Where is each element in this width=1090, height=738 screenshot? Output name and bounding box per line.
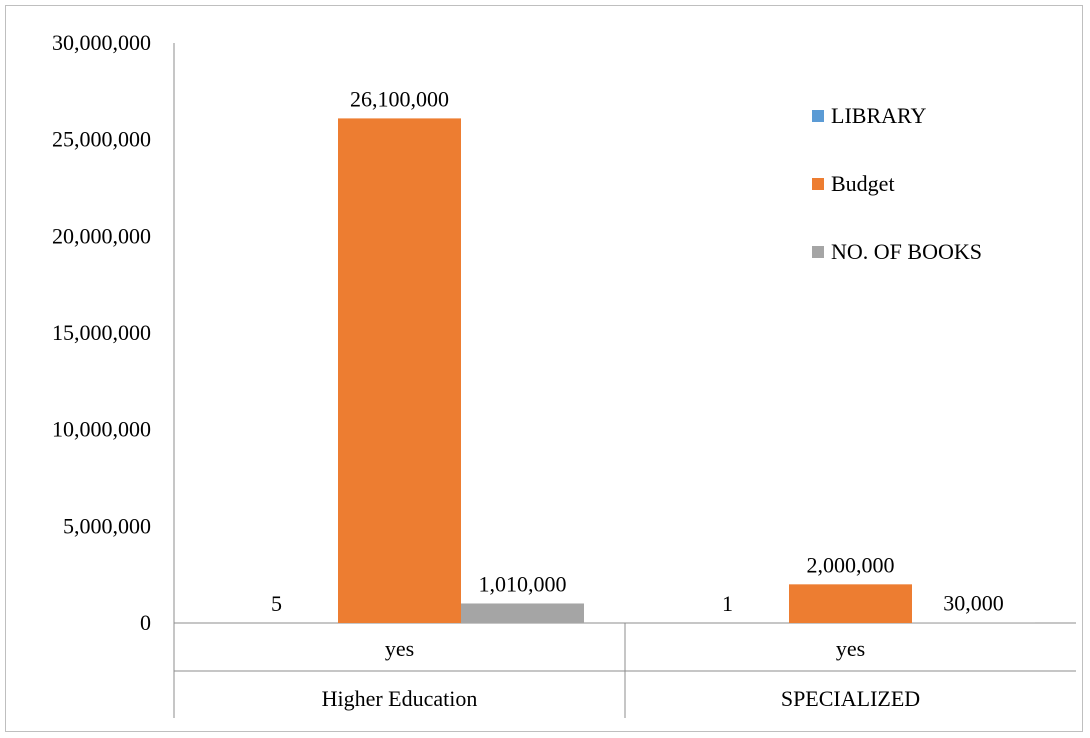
legend-label: Budget	[831, 171, 895, 196]
legend-swatch	[812, 178, 824, 190]
data-label: 30,000	[943, 590, 1004, 615]
y-tick-label: 25,000,000	[52, 127, 151, 152]
y-tick-label: 20,000,000	[52, 223, 151, 248]
category-group-label: SPECIALIZED	[781, 686, 920, 711]
bar-no-of-books-1	[461, 603, 584, 623]
chart-bars	[215, 118, 1035, 624]
x-axis-labels: yes Higher Education yes SPECIALIZED	[322, 636, 921, 711]
data-labels: 5 26,100,000 1,010,000 1 2,000,000 30,000	[271, 86, 1004, 616]
legend-swatch	[812, 246, 824, 258]
data-label: 1	[722, 591, 733, 616]
legend-label: NO. OF BOOKS	[831, 239, 982, 264]
category-sub-label: yes	[385, 636, 414, 661]
y-tick-label: 0	[140, 610, 151, 635]
legend-swatch	[812, 110, 824, 122]
y-tick-label: 15,000,000	[52, 320, 151, 345]
category-sub-label: yes	[836, 636, 865, 661]
bar-budget-1	[338, 118, 461, 624]
bar-chart: 0 5,000,000 10,000,000 15,000,000 20,000,000…	[52, 30, 1076, 718]
y-axis-ticks: 0 5,000,000 10,000,000 15,000,000 20,000,000…	[52, 30, 151, 635]
data-label: 5	[271, 591, 282, 616]
category-group-label: Higher Education	[322, 686, 478, 711]
data-label: 2,000,000	[807, 552, 895, 577]
chart-legend: LIBRARY Budget NO. OF BOOKS	[812, 103, 982, 264]
legend-label: LIBRARY	[831, 103, 926, 128]
y-tick-label: 5,000,000	[63, 513, 151, 538]
data-label: 26,100,000	[350, 86, 449, 111]
bar-no-of-books-2	[912, 622, 1035, 623]
chart-axes	[173, 43, 1076, 718]
bar-budget-2	[789, 584, 912, 623]
y-tick-label: 30,000,000	[52, 30, 151, 55]
y-tick-label: 10,000,000	[52, 417, 151, 442]
data-label: 1,010,000	[479, 571, 567, 596]
chart-frame: 0 5,000,000 10,000,000 15,000,000 20,000,000…	[5, 5, 1083, 732]
